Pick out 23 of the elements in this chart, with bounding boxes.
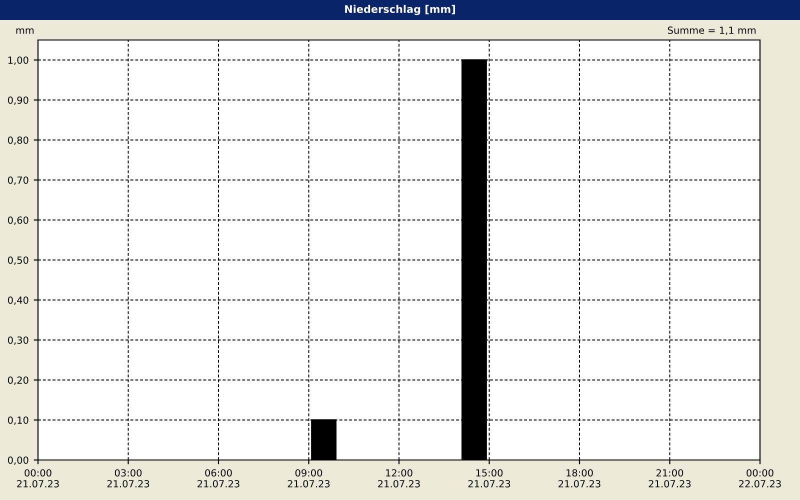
text: Summe = 1,1 mm — [668, 26, 756, 35]
y-tick-label: 0,10 — [8, 416, 28, 425]
chart-title: Niederschlag [mm] — [345, 4, 455, 16]
y-tick-label: 0,70 — [8, 176, 28, 185]
y-tick-label: 0,40 — [8, 296, 28, 305]
y-tick-label: 0,00 — [8, 456, 28, 465]
x-tick-label: 21:00 21.07.23 — [648, 469, 691, 488]
x-tick-label: 12:00 21.07.23 — [378, 469, 420, 488]
x-tick-label: 00:00 22.07.23 — [739, 469, 781, 488]
y-tick-label: 0,30 — [8, 336, 28, 345]
x-tick-label: 06:00 21.07.23 — [198, 469, 240, 488]
x-tick-label: 09:00 21.07.23 — [288, 469, 330, 488]
x-tick-label: 18:00 21.07.23 — [558, 469, 600, 488]
y-tick-label: 0,50 — [8, 256, 28, 265]
y-tick-label: 0,60 — [8, 216, 28, 225]
x-tick-label: 15:00 21.07.23 — [468, 469, 510, 488]
y-tick-label: 1,00 — [8, 56, 28, 65]
y-tick-label: 0,90 — [8, 96, 28, 105]
y-tick-label: 0,80 — [8, 136, 28, 145]
x-tick-label: 03:00 21.07.23 — [107, 469, 150, 488]
y-tick-label: 0,20 — [8, 376, 28, 385]
y-axis-title: mm — [16, 28, 34, 34]
x-tick-label: 00:00 21.07.23 — [17, 469, 59, 488]
